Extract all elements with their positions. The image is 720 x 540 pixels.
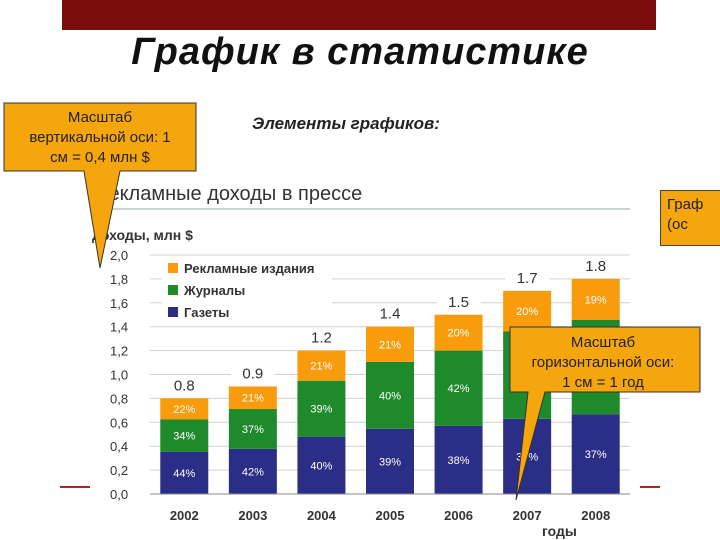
bar-total-label: 1.2: [311, 330, 332, 347]
segment-percent-label: 39%: [310, 404, 332, 416]
bar-segment: [228, 448, 277, 494]
y-tick-label: 1,6: [110, 296, 128, 311]
bar-segment: [297, 436, 346, 494]
segment-percent-label: 40%: [310, 460, 332, 472]
x-tick-label: 2003: [238, 508, 267, 523]
chart-title: Рекламные доходы в прессе: [96, 183, 362, 205]
segment-percent-label: 40%: [379, 390, 401, 402]
y-tick-label: 0,4: [110, 439, 128, 454]
bar-segment: [228, 386, 277, 410]
x-tick-label: 2006: [444, 508, 473, 523]
bar-segment: [160, 451, 209, 494]
bar-segment: [160, 398, 209, 420]
bar-segment: [434, 350, 483, 426]
bar-segment: [228, 409, 277, 449]
segment-percent-label: 37%: [585, 449, 607, 461]
y-axis-label: доходы, млн $: [92, 227, 193, 243]
segment-percent-label: 38%: [448, 455, 470, 467]
y-tick-label: 0,0: [110, 487, 128, 502]
vertical-scale-callout-line1: Масштаб: [68, 109, 132, 126]
bar-segment: [434, 314, 483, 351]
x-tick-label: 2005: [376, 508, 405, 523]
bar-total-label: 1.5: [448, 294, 469, 311]
segment-percent-label: 37%: [242, 424, 264, 436]
segment-percent-label: 19%: [585, 294, 607, 306]
segment-percent-label: 44%: [173, 468, 195, 480]
segment-percent-label: 21%: [310, 361, 332, 373]
legend-box: [162, 256, 332, 326]
bar-segment: [297, 350, 346, 381]
bar-segment: [366, 428, 414, 494]
legend-label: Газеты: [184, 305, 229, 320]
legend-label: Журналы: [183, 283, 245, 298]
vertical-scale-callout-line2: вертикальной оси: 1: [29, 129, 170, 146]
bar-total-label: 1.8: [585, 258, 606, 275]
y-tick-label: 0,8: [110, 391, 128, 406]
y-tick-label: 0,6: [110, 415, 128, 430]
x-axis-label: годы: [542, 523, 577, 539]
legend-swatch: [168, 263, 178, 273]
x-tick-label: 2002: [170, 508, 199, 523]
segment-percent-label: 21%: [242, 393, 264, 405]
total-label-bg: [573, 256, 618, 275]
segment-percent-label: 39%: [379, 456, 401, 468]
bar-total-label: 0.9: [242, 365, 263, 382]
horizontal-scale-callout: [509, 326, 701, 501]
bar-segment: [366, 361, 414, 429]
y-tick-label: 1,0: [110, 368, 128, 383]
x-tick-label: 2004: [307, 508, 337, 523]
bar-total-label: 1.7: [517, 270, 538, 287]
segment-percent-label: 21%: [379, 339, 401, 351]
bar-segment: [503, 290, 552, 332]
segment-percent-label: 42%: [242, 466, 264, 478]
total-label-bg: [436, 292, 481, 311]
segment-percent-label: 20%: [516, 306, 538, 318]
slide-subtitle: Элементы графиков:: [252, 114, 440, 133]
y-tick-label: 0,2: [110, 463, 128, 478]
horizontal-scale-callout-line3: 1 см = 1 год: [562, 374, 644, 391]
bar-segment: [434, 425, 483, 494]
clipped-right-callout-line1: Граф: [667, 196, 704, 213]
bar-segment: [160, 419, 209, 452]
x-tick-label: 2007: [513, 508, 542, 523]
vertical-scale-callout-line3: см = 0,4 млн $: [50, 149, 150, 166]
bar-segment: [571, 278, 620, 320]
segment-percent-label: 34%: [173, 431, 195, 443]
clipped-right-callout: Граф (ос: [660, 190, 720, 246]
total-label-bg: [162, 376, 207, 395]
legend-label: Рекламные издания: [184, 261, 315, 276]
slide-title: График в статистике: [131, 31, 589, 73]
bar-segment: [571, 414, 620, 494]
segment-percent-label: 42%: [448, 383, 470, 395]
total-label-bg: [230, 364, 275, 383]
x-tick-label: 2008: [581, 508, 610, 523]
bar-segment: [297, 380, 346, 437]
segment-percent-label: 22%: [173, 404, 195, 416]
horizontal-scale-callout-line1: Масштаб: [571, 334, 635, 351]
y-tick-label: 1,2: [110, 344, 128, 359]
bar-total-label: 0.8: [174, 377, 195, 394]
bar-segment: [366, 326, 414, 362]
horizontal-scale-callout-line2: горизонтальной оси:: [532, 354, 675, 371]
total-label-bg: [368, 304, 412, 323]
legend-swatch: [168, 285, 178, 295]
y-tick-label: 2,0: [110, 248, 128, 263]
bar-total-label: 1.4: [380, 306, 401, 323]
total-label-bg: [299, 328, 344, 347]
clipped-right-callout-line2: (ос: [667, 216, 688, 233]
vertical-scale-callout: [3, 102, 197, 269]
total-label-bg: [505, 268, 550, 287]
y-tick-label: 1,4: [110, 320, 128, 335]
legend-swatch: [168, 307, 178, 317]
title-bar: [62, 0, 656, 30]
y-tick-label: 1,8: [110, 272, 128, 287]
segment-percent-label: 20%: [448, 328, 470, 340]
